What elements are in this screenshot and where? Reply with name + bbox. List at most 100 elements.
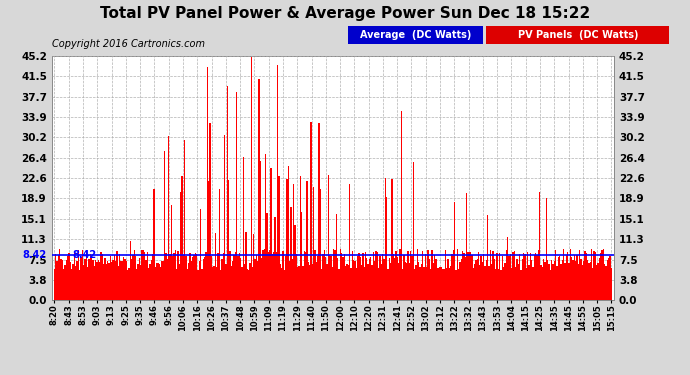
Bar — [351, 251, 353, 300]
Bar — [489, 266, 490, 300]
Bar — [210, 256, 212, 300]
Bar — [293, 184, 295, 300]
Bar — [212, 267, 213, 300]
Bar — [520, 270, 522, 300]
Bar — [321, 269, 322, 300]
Bar — [567, 252, 569, 300]
Bar — [362, 254, 364, 300]
Bar — [421, 264, 422, 300]
Bar — [237, 256, 239, 300]
Bar — [514, 251, 515, 300]
Bar — [599, 258, 600, 300]
Bar — [435, 259, 437, 300]
Bar — [83, 266, 84, 300]
Bar — [166, 253, 167, 300]
Bar — [209, 123, 210, 300]
Bar — [382, 254, 384, 300]
Bar — [240, 258, 241, 300]
Bar — [81, 250, 83, 300]
Bar — [220, 270, 221, 300]
Bar — [482, 262, 483, 300]
Bar — [391, 179, 393, 300]
Bar — [304, 251, 305, 300]
Bar — [272, 254, 273, 300]
Bar — [448, 268, 450, 300]
Bar — [59, 249, 61, 300]
Bar — [295, 225, 296, 300]
Bar — [312, 264, 313, 300]
Bar — [470, 252, 471, 300]
Bar — [566, 255, 567, 300]
Bar — [186, 256, 187, 300]
Bar — [394, 258, 395, 300]
Bar — [424, 254, 426, 300]
Bar — [66, 260, 67, 300]
Bar — [153, 189, 155, 300]
Bar — [406, 262, 407, 300]
Bar — [418, 262, 420, 300]
Bar — [128, 268, 130, 300]
Bar — [353, 260, 354, 300]
Bar — [463, 253, 464, 300]
Bar — [571, 257, 572, 300]
Bar — [319, 189, 321, 300]
Bar — [415, 265, 417, 300]
Bar — [57, 261, 58, 300]
Bar — [455, 270, 457, 300]
Bar — [270, 168, 272, 300]
Bar — [77, 261, 78, 300]
Bar — [241, 267, 242, 300]
Bar — [442, 269, 443, 300]
Bar — [576, 255, 578, 300]
Bar — [58, 255, 59, 300]
Bar — [87, 267, 88, 300]
Bar — [380, 256, 381, 300]
Bar — [256, 255, 257, 300]
Bar — [265, 154, 266, 300]
Bar — [417, 249, 418, 300]
Bar — [163, 261, 164, 300]
Bar — [290, 207, 292, 300]
Bar — [365, 252, 366, 300]
Bar — [151, 260, 152, 300]
Bar — [400, 249, 401, 300]
Bar — [469, 252, 470, 300]
Bar — [518, 264, 519, 300]
Bar — [526, 268, 527, 300]
Bar — [331, 256, 332, 300]
Bar — [127, 270, 128, 300]
Bar — [493, 251, 494, 300]
Bar — [553, 261, 555, 300]
Bar — [527, 252, 529, 300]
Bar — [604, 264, 605, 300]
Bar — [611, 268, 612, 300]
Bar — [226, 86, 228, 300]
Bar — [252, 267, 253, 300]
Bar — [281, 268, 282, 300]
Bar — [378, 268, 380, 300]
Bar — [196, 254, 197, 300]
Bar — [289, 261, 290, 300]
Bar — [253, 234, 255, 300]
Bar — [309, 266, 310, 300]
Bar — [310, 122, 312, 300]
Bar — [70, 262, 71, 300]
Bar — [608, 258, 609, 300]
Bar — [259, 79, 260, 300]
Bar — [460, 259, 462, 300]
Bar — [397, 257, 398, 300]
Bar — [357, 256, 358, 300]
Bar — [426, 267, 427, 300]
Bar — [324, 250, 325, 300]
Bar — [539, 192, 540, 300]
Bar — [458, 269, 460, 300]
Bar — [375, 251, 377, 300]
Bar — [157, 263, 159, 300]
Bar — [175, 250, 176, 300]
Bar — [262, 250, 264, 300]
Bar — [132, 255, 133, 300]
Bar — [335, 214, 337, 300]
Bar — [529, 265, 530, 300]
Bar — [201, 269, 203, 300]
Bar — [550, 270, 551, 300]
